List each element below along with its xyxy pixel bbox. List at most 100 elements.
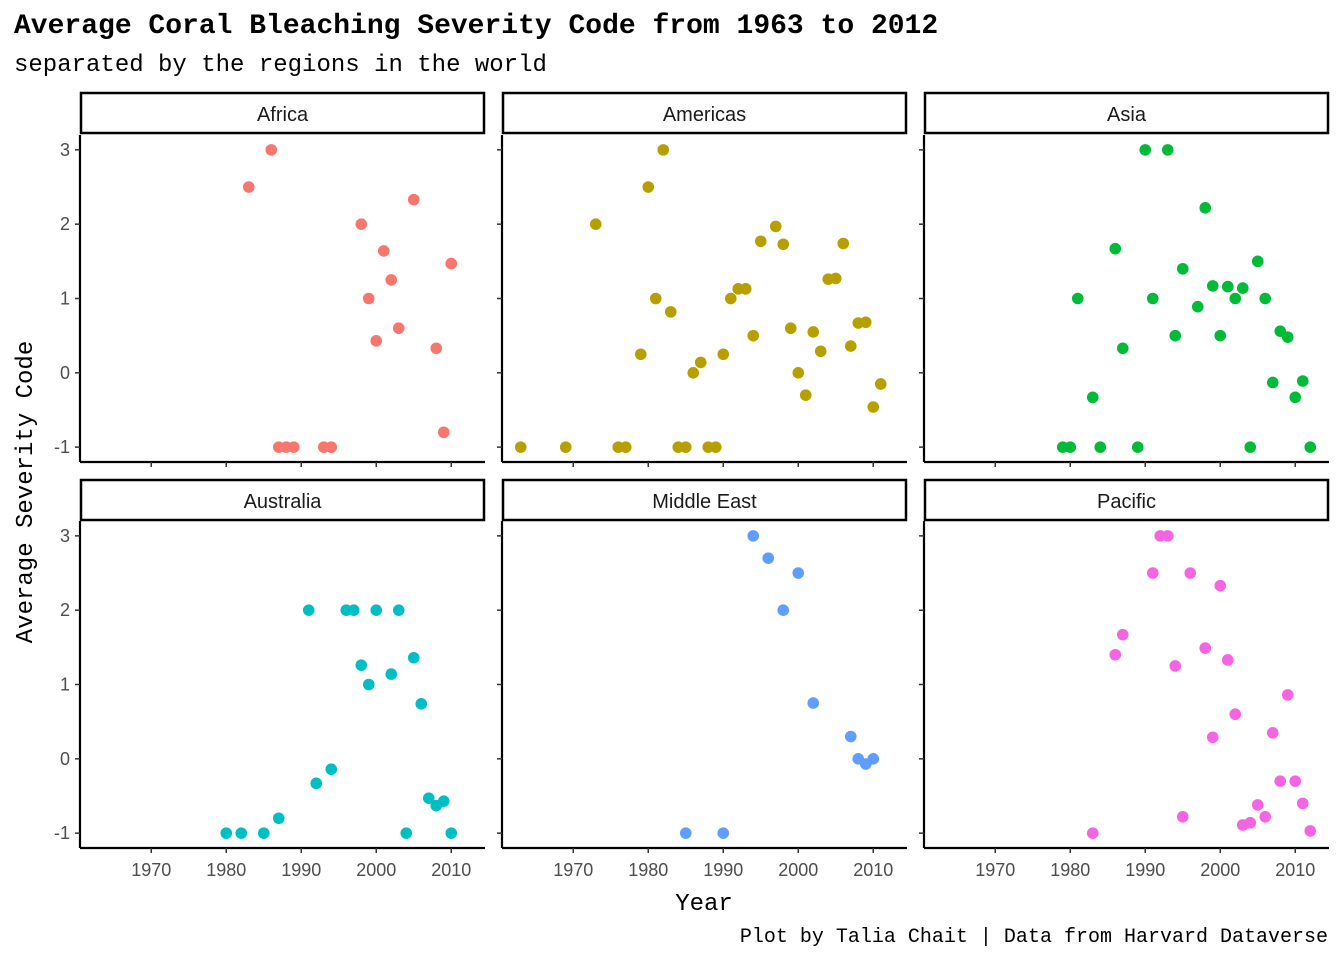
x-tick-label: 1990	[281, 860, 321, 880]
data-point	[362, 292, 375, 305]
data-point	[1244, 441, 1257, 453]
data-point	[799, 389, 812, 401]
data-point	[1296, 797, 1309, 810]
data-point	[407, 651, 420, 664]
data-point	[272, 812, 285, 825]
data-point	[747, 530, 760, 542]
data-point	[385, 668, 398, 680]
x-tick-label: 1970	[553, 860, 593, 880]
data-point	[1191, 300, 1204, 313]
data-point	[1259, 292, 1272, 305]
data-point	[1229, 292, 1242, 305]
chart-caption: Plot by Talia Chait | Data from Harvard …	[740, 926, 1328, 949]
data-point	[1251, 799, 1264, 811]
x-tick-label: 2010	[853, 860, 893, 880]
data-point	[1259, 810, 1272, 823]
data-point	[792, 567, 805, 579]
data-point	[792, 367, 805, 379]
x-tick-label: 1980	[206, 860, 246, 880]
facet-panels: Africa -1 0 1 2 3 Americas Asia Australia -1 0 1 2 3 1…	[54, 91, 1330, 880]
x-axis-title: Year	[675, 891, 733, 918]
data-point	[1109, 648, 1122, 661]
data-point	[867, 753, 880, 765]
data-point	[430, 342, 443, 355]
y-axis-title: Average Severity Code	[13, 341, 40, 643]
data-point	[1304, 441, 1317, 453]
data-point	[717, 827, 730, 839]
data-point	[1236, 282, 1249, 294]
facet-strip-label: Australia	[244, 491, 323, 513]
data-point	[664, 306, 677, 318]
data-point	[829, 272, 842, 285]
data-point	[1161, 144, 1174, 156]
data-point	[1184, 567, 1197, 579]
data-point	[807, 697, 820, 709]
data-point	[867, 401, 880, 413]
data-point	[1146, 292, 1159, 305]
data-point	[1071, 292, 1084, 305]
facet-panel: Pacific 1970 1980 1990 2000 2010	[919, 478, 1330, 880]
data-point	[347, 604, 360, 616]
data-point	[1221, 280, 1234, 293]
data-point	[310, 777, 323, 790]
data-point	[1214, 579, 1227, 592]
data-point	[1161, 530, 1174, 542]
data-point	[679, 827, 692, 839]
data-point	[777, 238, 790, 251]
x-tick-label: 1980	[628, 860, 668, 880]
data-point	[1176, 810, 1189, 823]
facet-strip	[923, 478, 1330, 522]
data-point	[370, 604, 383, 616]
facet-panel: Asia	[919, 91, 1330, 467]
data-point	[717, 348, 730, 361]
data-point	[709, 441, 722, 453]
x-tick-label: 2010	[431, 860, 471, 880]
data-point	[1116, 342, 1129, 355]
data-point	[445, 827, 458, 839]
data-point	[739, 283, 752, 295]
facet-panel: Middle East 1970 1980 1990 2000 2010	[497, 478, 908, 880]
data-point	[777, 604, 790, 616]
data-point	[220, 827, 233, 839]
x-tick-label: 1970	[131, 860, 171, 880]
facet-strip-label: Asia	[1107, 104, 1147, 126]
data-point	[589, 218, 602, 230]
data-point	[694, 356, 707, 369]
data-point	[634, 348, 647, 361]
y-tick-label: 2	[60, 214, 70, 234]
x-tick-label: 1980	[1050, 860, 1090, 880]
data-point	[1266, 376, 1279, 389]
data-point	[1206, 280, 1219, 292]
data-point	[1289, 391, 1302, 404]
facet-strip-label: Americas	[663, 104, 746, 126]
data-point	[415, 698, 428, 710]
data-point	[242, 181, 255, 193]
data-point	[1146, 567, 1159, 579]
data-point	[325, 441, 338, 453]
y-tick-label: 2	[60, 600, 70, 620]
data-point	[392, 322, 405, 335]
facet-strip	[501, 91, 908, 135]
data-point	[287, 441, 300, 453]
data-point	[265, 144, 278, 156]
data-point	[874, 378, 887, 390]
x-tick-label: 2000	[1200, 860, 1240, 880]
facet-strip-label: Pacific	[1097, 491, 1156, 513]
x-tick-label: 1970	[975, 860, 1015, 880]
data-point	[1244, 816, 1257, 829]
y-tick-label: 1	[60, 675, 70, 695]
data-point	[1221, 654, 1234, 666]
data-point	[814, 345, 827, 358]
data-point	[1289, 775, 1302, 787]
data-point	[1199, 642, 1212, 654]
data-point	[1206, 731, 1219, 744]
x-tick-label: 2010	[1275, 860, 1315, 880]
facet-strip	[501, 478, 908, 522]
data-point	[257, 827, 270, 839]
data-point	[837, 237, 850, 250]
facet-panel: Africa -1 0 1 2 3	[54, 91, 486, 467]
y-tick-label: 3	[60, 140, 70, 160]
y-tick-label: 1	[60, 289, 70, 309]
data-point	[1304, 825, 1317, 837]
facet-strip	[923, 91, 1330, 135]
